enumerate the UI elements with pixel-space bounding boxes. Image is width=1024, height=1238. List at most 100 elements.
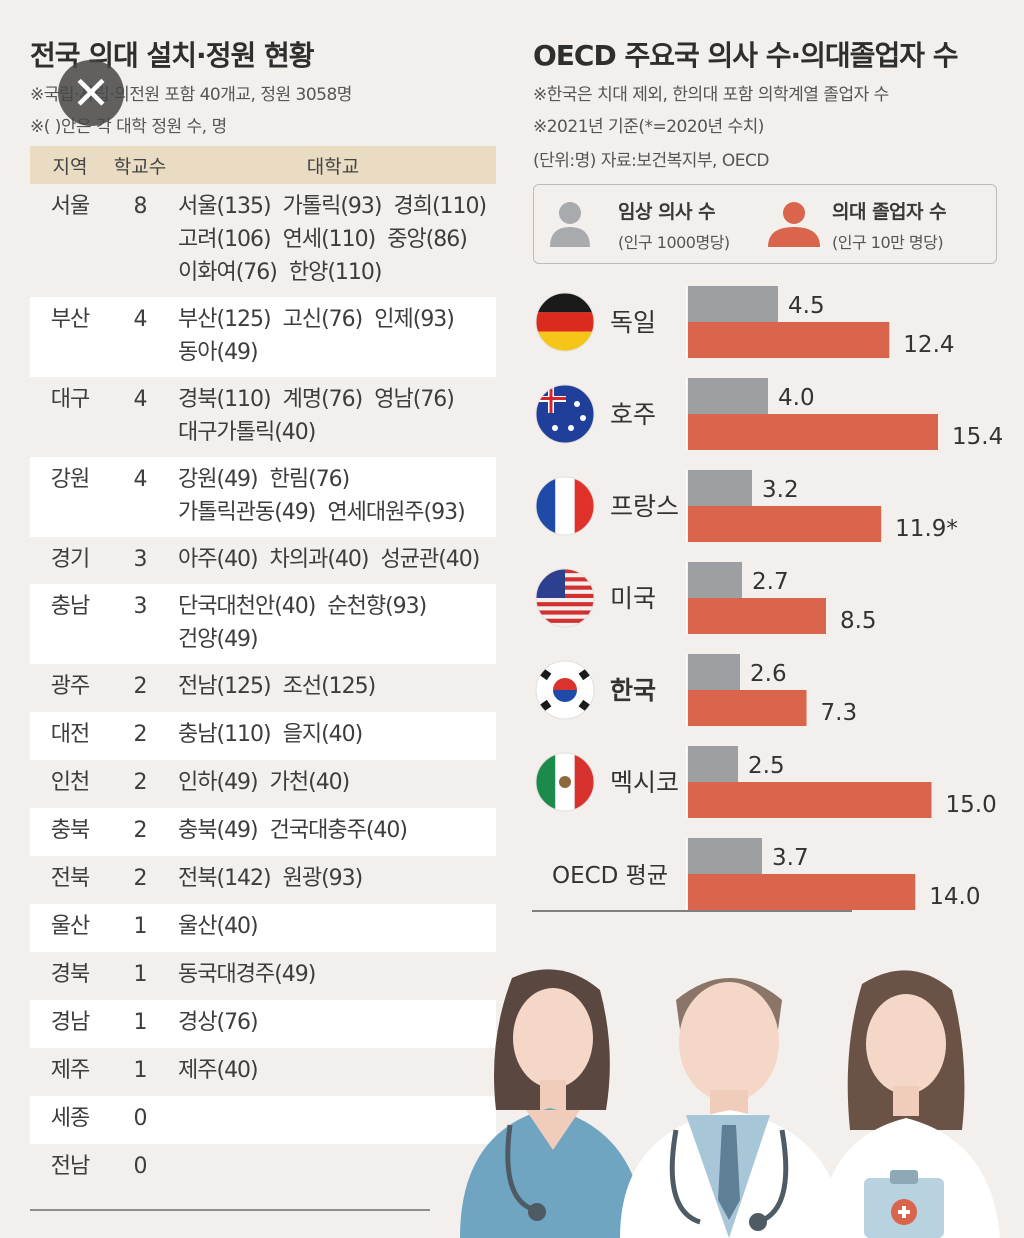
row-region: 경남: [50, 1010, 90, 1035]
bar-graduates: [688, 322, 890, 358]
header-count: 학교수: [113, 155, 167, 178]
row-school-count: 1: [133, 1058, 148, 1083]
germany-flag: [535, 292, 595, 352]
data-label-doctors: 4.0: [778, 385, 815, 411]
table-row: 대전 2 충남(110) 을지(40): [30, 712, 496, 760]
data-label-graduates: 15.0: [946, 792, 997, 818]
data-label-doctors: 3.2: [762, 477, 799, 503]
bar-doctors: [688, 286, 778, 322]
table-row: 경북 1 동국대경주(49): [30, 952, 496, 1000]
bar-doctors: [688, 746, 738, 782]
table-row: 세종 0: [30, 1096, 496, 1144]
table-row: 전남 0: [30, 1144, 496, 1192]
university-line: 건양(49): [178, 627, 259, 652]
row-region: 경기: [50, 547, 90, 572]
row-school-count: 8: [133, 194, 148, 219]
right-title: OECD 주요국 의사 수·의대졸업자 수: [533, 39, 958, 72]
header-region: 지역: [52, 155, 88, 178]
right-note-3: (단위:명) 자료:보건복지부, OECD: [533, 151, 769, 171]
bar-chart: 독일 4.5 12.4 호주 4.0 15.4 프랑스 3.2 11.9* 미국 2.7 8.5 한국 2…: [532, 286, 1003, 912]
row-school-count: 1: [133, 962, 148, 987]
row-universities: 강원(49) 한림(76) 가톨릭관동(49) 연세대원주(93): [170, 463, 496, 529]
close-button[interactable]: ✕: [58, 60, 124, 126]
row-region: 울산: [50, 914, 90, 939]
table-row: 인천 2 인하(49) 가천(40): [30, 760, 496, 808]
university-line: 아주(40) 차의과(40) 성균관(40): [178, 547, 480, 572]
row-region: 전북: [50, 866, 90, 891]
data-label-graduates: 8.5: [840, 608, 877, 634]
right-note-2: ※2021년 기준(*=2020년 수치): [533, 117, 764, 137]
bar-graduates: [688, 598, 826, 634]
row-universities: 인하(49) 가천(40): [170, 766, 496, 799]
row-region: 경북: [50, 962, 90, 987]
data-label-graduates: 12.4: [903, 332, 954, 358]
row-school-count: 2: [133, 674, 148, 699]
row-region: 제주: [50, 1058, 90, 1083]
row-universities: 경북(110) 계명(76) 영남(76) 대구가톨릭(40): [170, 383, 496, 449]
row-universities: 제주(40): [170, 1054, 496, 1087]
bar-graduates: [688, 874, 916, 910]
university-line: 전남(125) 조선(125): [178, 674, 376, 699]
doctor-person-icon: [550, 202, 590, 247]
university-line: 울산(40): [178, 914, 259, 939]
university-line: 고려(106) 연세(110) 중앙(86): [178, 227, 468, 252]
row-universities: 충남(110) 을지(40): [170, 718, 496, 751]
graduate-person-icon: [768, 202, 820, 247]
row-region: 대구: [50, 387, 90, 412]
bar-doctors: [688, 562, 742, 598]
table-row: 전북 2 전북(142) 원광(93): [30, 856, 496, 904]
category-label: 독일: [610, 308, 656, 337]
university-line: 제주(40): [178, 1058, 259, 1083]
row-school-count: 3: [133, 547, 148, 572]
bar-doctors: [688, 470, 752, 506]
category-label: 멕시코: [610, 768, 679, 797]
bar-graduates: [688, 506, 882, 542]
data-label-graduates: 14.0: [929, 884, 980, 910]
mexico-flag: [535, 752, 595, 812]
female-doctor-figure: [460, 969, 646, 1238]
university-line: 충북(49) 건국대충주(40): [178, 818, 408, 843]
row-universities: 전북(142) 원광(93): [170, 862, 496, 895]
bar-doctors: [688, 838, 762, 874]
row-school-count: 2: [133, 722, 148, 747]
university-line: 경북(110) 계명(76) 영남(76): [178, 387, 455, 412]
university-line: 가톨릭관동(49) 연세대원주(93): [178, 500, 466, 525]
university-line: 대구가톨릭(40): [178, 420, 316, 445]
legend-graduates-label: 의대 졸업자 수: [832, 201, 947, 223]
usa-flag: [535, 568, 595, 628]
university-line: 인하(49) 가천(40): [178, 770, 350, 795]
table-bottom-rule: [30, 1209, 430, 1211]
bar-graduates: [688, 690, 807, 726]
table-row: 강원 4 강원(49) 한림(76) 가톨릭관동(49) 연세대원주(93): [30, 457, 496, 537]
row-universities: 충북(49) 건국대충주(40): [170, 814, 496, 847]
row-region: 서울: [50, 194, 90, 219]
row-universities: 부산(125) 고신(76) 인제(93) 동아(49): [170, 303, 496, 369]
data-label-doctors: 2.7: [752, 569, 789, 595]
table-body: 서울 8 서울(135) 가톨릭(93) 경희(110) 고려(106) 연세(110…: [30, 184, 496, 1192]
bar-graduates: [688, 782, 932, 818]
table-row: 서울 8 서울(135) 가톨릭(93) 경희(110) 고려(106) 연세(110…: [30, 184, 496, 297]
korea-flag: [535, 660, 595, 720]
row-universities: 단국대천안(40) 순천향(93) 건양(49): [170, 590, 496, 656]
university-line: 단국대천안(40) 순천향(93): [178, 594, 427, 619]
legend-doctors-label: 임상 의사 수: [618, 201, 716, 223]
bar-doctors: [688, 378, 768, 414]
row-universities: 아주(40) 차의과(40) 성균관(40): [170, 543, 496, 576]
right-note-1: ※한국은 치대 제외, 한의대 포함 의학계열 졸업자 수: [533, 85, 889, 105]
row-region: 세종: [50, 1106, 90, 1131]
row-region: 충남: [50, 594, 90, 619]
table-row: 광주 2 전남(125) 조선(125): [30, 664, 496, 712]
close-icon[interactable]: ✕: [71, 66, 111, 120]
row-region: 강원: [50, 467, 90, 492]
row-school-count: 2: [133, 818, 148, 843]
data-label-graduates: 15.4: [952, 424, 1003, 450]
left-note-2: ※( )안은 각 대학 정원 수, 명: [30, 117, 227, 137]
university-line: 충남(110) 을지(40): [178, 722, 363, 747]
row-region: 대전: [50, 722, 90, 747]
bar-graduates: [688, 414, 938, 450]
nurse-figure: [820, 970, 1000, 1238]
row-universities: 서울(135) 가톨릭(93) 경희(110) 고려(106) 연세(110) 중…: [170, 190, 496, 289]
university-line: 경상(76): [178, 1010, 259, 1035]
row-school-count: 2: [133, 770, 148, 795]
row-region: 전남: [50, 1154, 90, 1179]
